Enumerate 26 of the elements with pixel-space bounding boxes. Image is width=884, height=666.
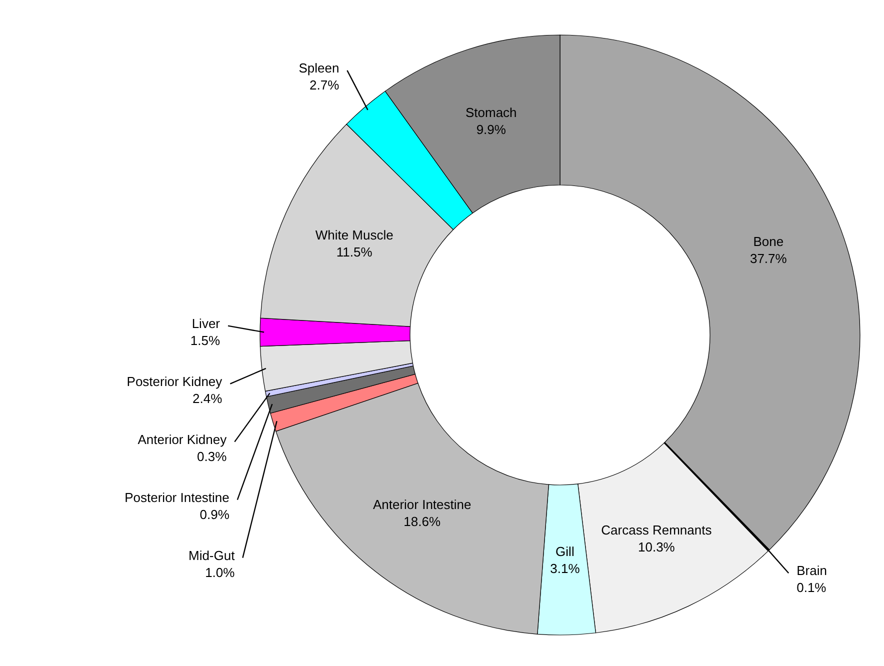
slice-label: Bone <box>753 234 784 250</box>
slice-label: White Muscle <box>315 228 394 243</box>
slice-label: Mid-Gut <box>188 548 236 563</box>
data-label: 0.3% <box>196 448 228 464</box>
slice-label: Liver <box>192 316 221 331</box>
data-label: 3.1% <box>550 560 580 576</box>
slice-label: Anterior Kidney <box>138 432 228 447</box>
slice-label: Posterior Intestine <box>124 490 230 505</box>
data-label: 18.6% <box>404 514 441 529</box>
slice-label: Spleen <box>298 60 340 76</box>
data-label: 2.4% <box>192 390 223 406</box>
slice-label: Gill <box>556 544 574 559</box>
data-label: 2.7% <box>310 77 340 92</box>
data-label: 10.3% <box>638 539 676 554</box>
slice-label: Brain <box>796 563 827 578</box>
data-label: 1.0% <box>205 564 236 580</box>
slice-label: Posterior Kidney <box>126 374 223 389</box>
data-label: 0.1% <box>796 580 827 596</box>
slice-label: Carcass Remnants <box>601 522 712 538</box>
slice-label: Anterior Intestine <box>372 496 472 512</box>
data-label: 11.5% <box>336 244 373 260</box>
data-label: 9.9% <box>476 122 506 137</box>
data-label: 1.5% <box>190 332 220 348</box>
data-label: 37.7% <box>750 251 788 266</box>
data-label: 0.9% <box>200 506 230 522</box>
slice-label: Stomach <box>465 104 517 120</box>
